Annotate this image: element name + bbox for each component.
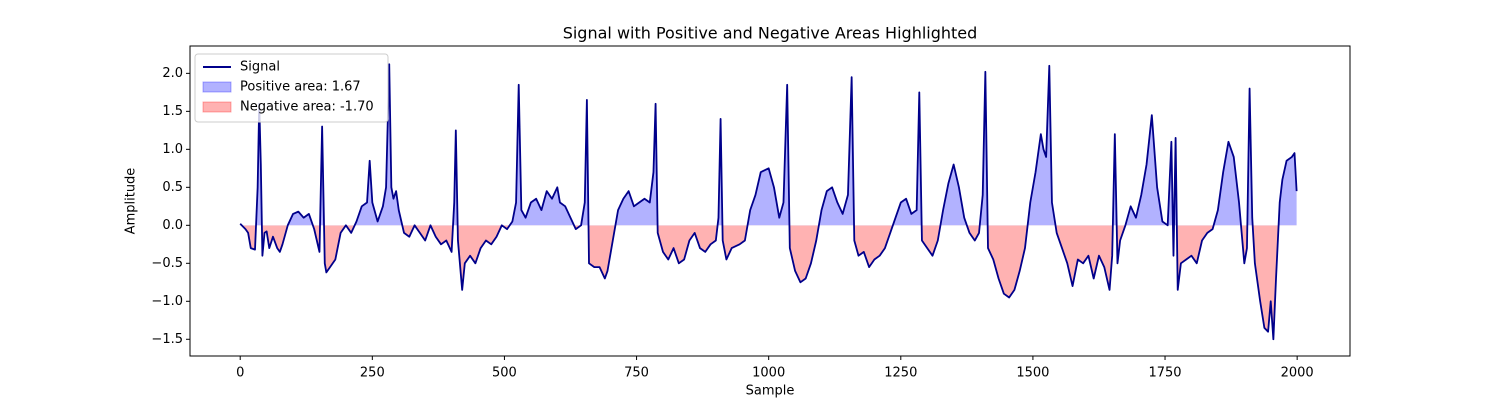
fill-area [240, 64, 1297, 226]
y-axis-label: Amplitude [124, 168, 139, 235]
fill-area [240, 225, 1297, 340]
x-tick-label: 1000 [752, 366, 785, 381]
x-tick-label: 750 [624, 366, 649, 381]
legend-label: Negative area: -1.70 [240, 100, 374, 115]
x-tick-label: 2000 [1281, 366, 1314, 381]
legend-swatch [202, 101, 232, 113]
y-tick-label: −1.5 [151, 332, 183, 347]
signal-line [239, 63, 1298, 341]
y-tick-label: 0.5 [162, 180, 183, 195]
chart-title: Signal with Positive and Negative Areas … [563, 24, 978, 43]
x-tick-label: 0 [236, 366, 244, 381]
y-tick-label: 0.0 [162, 218, 183, 233]
y-tick-label: −1.0 [151, 294, 183, 309]
y-tick-label: −0.5 [151, 256, 183, 271]
y-tick-label: 2.0 [162, 66, 183, 81]
legend-box [194, 53, 389, 123]
y-tick-label: 1.5 [162, 104, 183, 119]
legend-swatch [202, 81, 232, 93]
axes-frame [189, 45, 1351, 357]
x-tick-label: 1750 [1148, 366, 1181, 381]
x-tick-label: 500 [492, 366, 517, 381]
legend-label: Signal [240, 60, 280, 75]
x-tick-label: 250 [360, 366, 385, 381]
x-tick-label: 1500 [1016, 366, 1049, 381]
legend-label: Positive area: 1.67 [240, 80, 361, 95]
x-axis-label: Sample [746, 384, 795, 399]
y-tick-label: 1.0 [162, 142, 183, 157]
x-tick-label: 1250 [884, 366, 917, 381]
